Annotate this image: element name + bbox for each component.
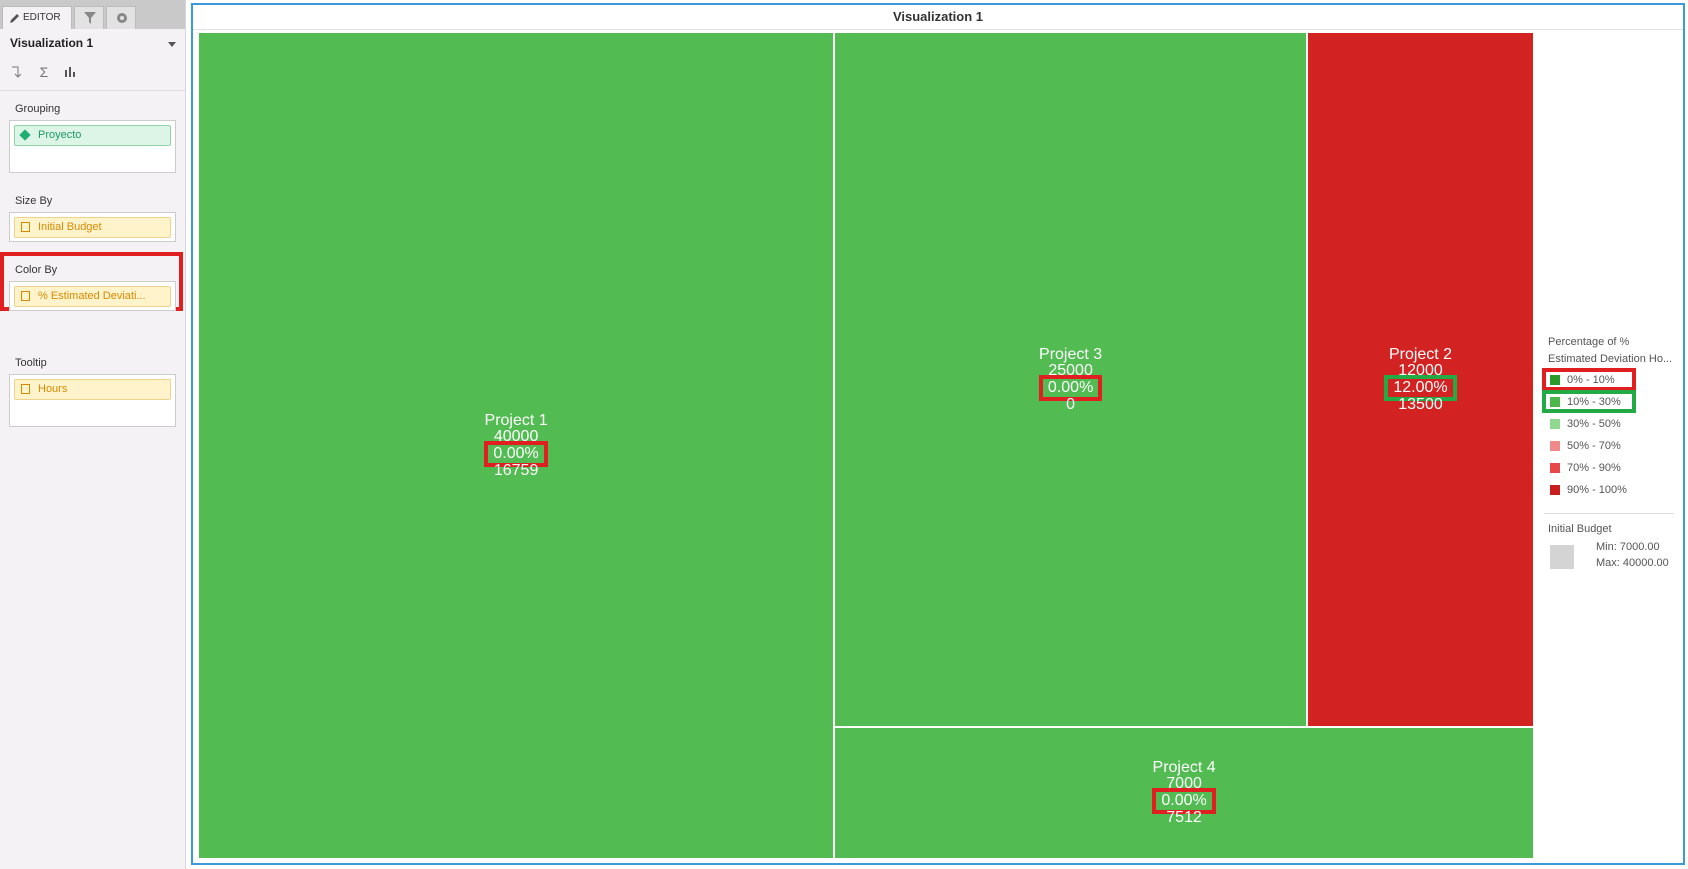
legend-label: 70% - 90% [1567,462,1621,474]
tile-name: Project 2 [1388,345,1453,363]
drop-box: Initial Budget [9,212,176,242]
legend-swatch [1550,375,1560,385]
tile-label: Project 1 40000 0.00% 16759 [199,411,833,479]
legend-label: 0% - 10% [1567,374,1615,386]
field-name: Initial Budget [38,221,102,233]
tile-label: Project 2 12000 12.00% 13500 [1308,345,1533,413]
field-name: Proyecto [38,129,82,141]
tile-hours: 7512 [1166,809,1202,827]
tile-hours: 13500 [1398,395,1443,413]
treemap-tile[interactable]: Project 1 40000 0.00% 16759 [198,32,835,859]
legend: Percentage of % Estimated Deviation Ho...… [1542,336,1678,576]
field-icon [21,384,30,394]
visualization-panel: Visualization 1 [191,3,1685,865]
tile-budget: 12000 [1398,361,1443,379]
filter-icon [84,12,96,24]
tile-hours: 16759 [493,461,539,479]
editor-sidebar: EDITOR Visualization 1 Σ Grouping Proyect… [0,0,186,869]
size-min: Min: 7000.00 [1596,541,1660,553]
tile-budget: 7000 [1166,775,1202,793]
legend-swatch [1550,419,1560,429]
tile-deviation-row: 12.00% [1308,374,1533,401]
tile-deviation-row: 0.00% [199,440,833,467]
size-max: Max: 40000.00 [1596,557,1669,569]
size-swatch [1550,545,1574,569]
toolbar-icons: Σ [12,64,75,80]
pencil-icon [10,14,19,23]
legend-swatch [1550,397,1560,407]
tile-name: Project 3 [1039,345,1103,363]
gear-icon [117,13,127,23]
visualization-name: Visualization 1 [10,36,94,50]
tile-deviation-row: 0.00% [835,374,1306,401]
settings-tab[interactable] [106,6,136,29]
field-pill[interactable]: % Estimated Deviati... [14,286,171,307]
legend-swatch [1550,485,1560,495]
legend-swatch [1550,463,1560,473]
drop-box: Proyecto [9,120,176,173]
field-icon [21,291,30,301]
tab-label: EDITOR [23,12,61,23]
legend-title: Estimated Deviation Ho... [1548,353,1673,365]
legend-label: 90% - 100% [1567,484,1627,496]
field-icon [19,129,31,141]
legend-divider [1544,513,1674,514]
size-legend-title: Initial Budget [1548,523,1612,535]
tile-name: Project 1 [484,411,548,429]
field-pill[interactable]: Hours [14,379,171,400]
section-label: Tooltip [15,357,47,369]
legend-swatch [1550,441,1560,451]
tile-label: Project 3 25000 0.00% 0 [835,345,1306,413]
tile-label: Project 4 7000 0.00% 7512 [835,760,1533,826]
svg-text:Σ: Σ [40,64,49,80]
tile-deviation: 0.00% [1152,788,1216,815]
tile-hours: 0 [1066,395,1076,413]
tab-bar: EDITOR [0,0,185,29]
highlight-box [1542,368,1636,391]
tile-budget: 40000 [493,427,539,445]
treemap-tile[interactable]: Project 3 25000 0.00% 0 [834,32,1308,728]
section-label: Color By [15,264,58,276]
treemap-tile[interactable]: Project 4 7000 0.00% 7512 [834,727,1534,859]
field-pill[interactable]: Proyecto [14,125,171,146]
legend-title: Percentage of % [1548,336,1630,348]
editor-tab[interactable]: EDITOR [2,6,72,29]
tile-budget: 25000 [1048,361,1093,379]
section-label: Size By [15,195,53,207]
drop-box: % Estimated Deviati... [9,281,176,311]
treemap-tile[interactable]: Project 2 12000 12.00% 13500 [1307,32,1534,728]
divider [0,90,185,91]
tile-deviation: 0.00% [1038,374,1103,401]
field-name: Hours [38,383,68,395]
field-icon [21,222,30,232]
treemap: Project 1 40000 0.00% 16759 Project 3 25000 0.… [198,32,1534,859]
tile-deviation: 12.00% [1384,374,1457,401]
tile-deviation: 0.00% [484,440,548,467]
section-label: Grouping [15,103,61,115]
field-name: % Estimated Deviati... [38,290,146,302]
filter-tab[interactable] [74,6,104,29]
tile-deviation-row: 0.00% [835,788,1533,815]
visualization-title: Visualization 1 [193,5,1683,30]
legend-label: 10% - 30% [1567,396,1621,408]
legend-label: 50% - 70% [1567,440,1621,452]
tile-name: Project 4 [1152,759,1216,777]
drop-box: Hours [9,374,176,427]
field-pill[interactable]: Initial Budget [14,217,171,238]
dropdown-arrow[interactable] [168,42,176,47]
highlight-box [1542,390,1636,413]
legend-label: 30% - 50% [1567,418,1621,430]
